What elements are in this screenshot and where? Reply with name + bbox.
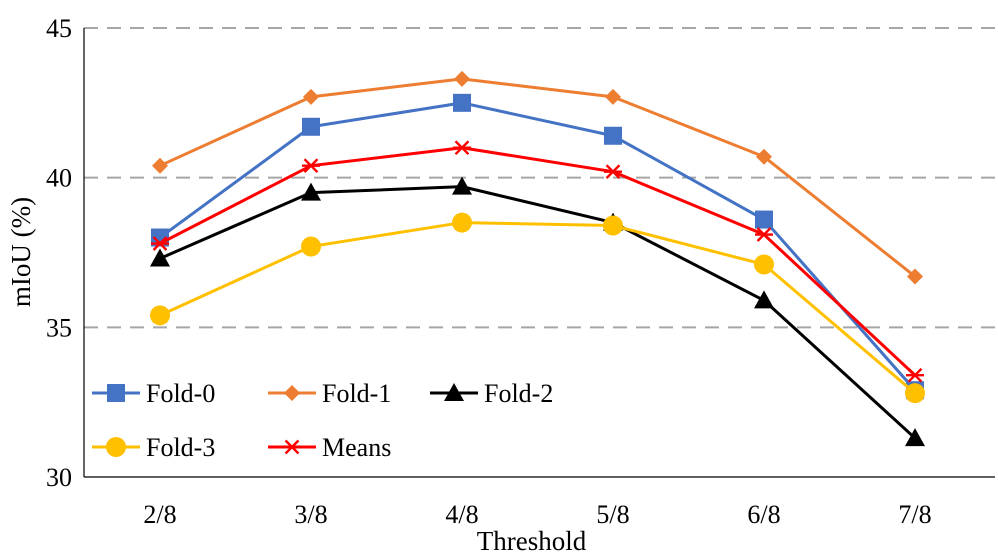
legend-label: Fold-1 bbox=[322, 379, 391, 408]
data-point bbox=[303, 88, 319, 105]
series-line bbox=[159, 221, 916, 395]
data-point bbox=[905, 383, 925, 404]
gridlines bbox=[84, 27, 995, 329]
legend-item: Fold-0 bbox=[92, 379, 215, 408]
y-tick-label: 30 bbox=[46, 463, 72, 492]
legend-marker bbox=[106, 437, 126, 457]
data-point bbox=[454, 70, 470, 87]
axes: 30 35 40 45 2/8 3/8 4/8 5/8 6/8 7/8 bbox=[46, 14, 995, 529]
data-point bbox=[754, 290, 774, 309]
series-line bbox=[159, 101, 917, 392]
legend-marker bbox=[283, 439, 301, 455]
data-point bbox=[301, 182, 321, 201]
x-tick-label: 5/8 bbox=[596, 500, 629, 529]
data-point bbox=[452, 176, 472, 195]
legend-label: Fold-2 bbox=[484, 379, 553, 408]
data-point bbox=[453, 140, 471, 156]
legend-item: Fold-2 bbox=[430, 379, 553, 408]
data-point bbox=[301, 236, 321, 257]
legend-label: Fold-0 bbox=[146, 379, 215, 408]
series-fold-1 bbox=[152, 70, 923, 285]
data-point bbox=[150, 248, 170, 267]
series-line bbox=[159, 77, 916, 278]
series-fold-0 bbox=[151, 93, 924, 400]
series-line bbox=[159, 185, 917, 440]
legend-item: Means bbox=[268, 433, 391, 462]
legend-marker bbox=[444, 383, 464, 401]
data-point bbox=[755, 227, 773, 242]
data-point bbox=[756, 148, 772, 165]
series-means bbox=[151, 140, 924, 383]
data-point bbox=[452, 212, 472, 233]
data-point bbox=[604, 164, 622, 180]
data-point bbox=[150, 305, 170, 326]
series-line bbox=[159, 146, 917, 377]
y-tick-label: 40 bbox=[46, 164, 72, 193]
legend-label: Fold-3 bbox=[146, 433, 215, 462]
data-point bbox=[605, 88, 621, 105]
legend-item: Fold-3 bbox=[92, 433, 215, 462]
x-tick-label: 3/8 bbox=[294, 500, 327, 529]
x-tick-label: 7/8 bbox=[898, 500, 931, 529]
y-tick-label: 35 bbox=[46, 313, 72, 342]
data-point bbox=[754, 254, 774, 275]
legend-marker bbox=[284, 385, 300, 401]
series-group bbox=[150, 70, 925, 447]
legend-item: Fold-1 bbox=[268, 379, 391, 408]
x-tick-label: 4/8 bbox=[445, 500, 478, 529]
legend-marker bbox=[107, 384, 125, 402]
y-axis-title: mIoU (%) bbox=[6, 197, 36, 307]
data-point bbox=[755, 210, 773, 229]
legend: Fold-0 Fold-1 Fold-2 Fold-3 Means bbox=[92, 379, 553, 462]
legend-label: Means bbox=[322, 433, 391, 462]
data-point bbox=[906, 367, 924, 383]
data-point bbox=[603, 215, 623, 236]
data-point bbox=[152, 157, 168, 174]
series-fold-3 bbox=[150, 212, 925, 404]
data-point bbox=[905, 428, 925, 447]
data-point bbox=[151, 236, 169, 251]
data-point bbox=[604, 126, 622, 145]
data-point bbox=[907, 268, 923, 285]
data-point bbox=[302, 158, 320, 174]
data-point bbox=[453, 93, 471, 112]
x-tick-label: 6/8 bbox=[747, 500, 780, 529]
x-axis-title: Threshold bbox=[477, 526, 587, 555]
x-tick-label: 2/8 bbox=[143, 500, 176, 529]
y-tick-label: 45 bbox=[46, 14, 72, 43]
data-point bbox=[302, 117, 320, 136]
